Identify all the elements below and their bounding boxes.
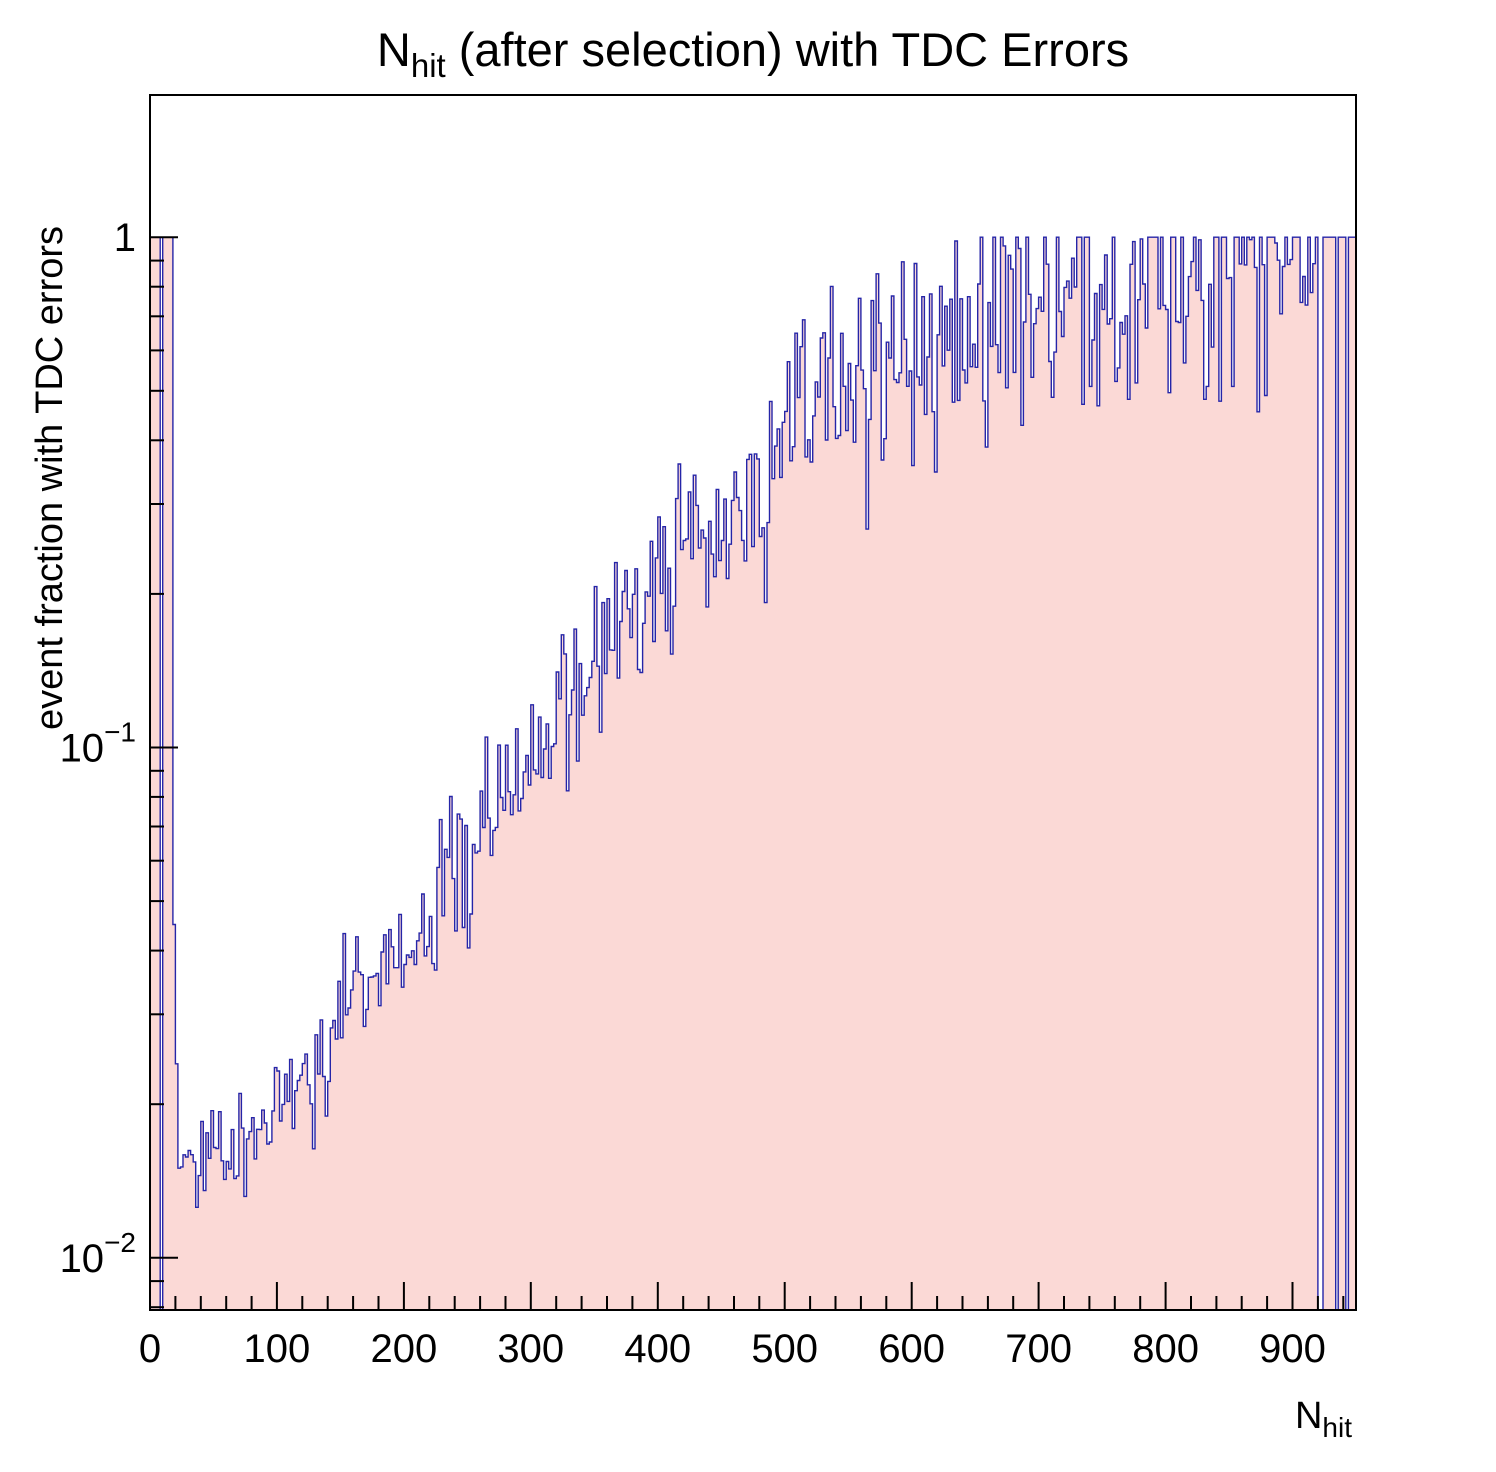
x-tick-label: 100 bbox=[244, 1327, 311, 1371]
x-tick-label: 300 bbox=[497, 1327, 564, 1371]
chart-title: Nhit (after selection) with TDC Errors bbox=[377, 23, 1129, 84]
y-tick-label: 10−1 bbox=[60, 717, 136, 771]
x-tick-label: 800 bbox=[1132, 1327, 1199, 1371]
x-axis-title: Nhit bbox=[1295, 1395, 1352, 1443]
y-tick-label: 10−2 bbox=[60, 1227, 136, 1281]
y-tick-label: 1 bbox=[114, 216, 136, 260]
x-tick-label: 200 bbox=[371, 1327, 438, 1371]
chart-title-subscript: hit bbox=[411, 47, 446, 84]
plot-frame bbox=[149, 94, 1357, 1311]
chart-title-prefix: N bbox=[377, 23, 411, 76]
x-tick-label: 600 bbox=[878, 1327, 945, 1371]
chart-title-suffix: (after selection) with TDC Errors bbox=[446, 23, 1129, 76]
x-tick-label: 700 bbox=[1005, 1327, 1072, 1371]
y-axis-title: event fraction with TDC errors bbox=[29, 226, 71, 730]
x-tick-label: 0 bbox=[139, 1327, 161, 1371]
x-tick-label: 500 bbox=[751, 1327, 818, 1371]
x-axis-title-subscript: hit bbox=[1322, 1412, 1352, 1443]
plot-area: 10−2 10−1 1 0 100 200 300 400 500 600 700 800 900 bbox=[60, 216, 1357, 1371]
x-tick-label: 900 bbox=[1259, 1327, 1326, 1371]
x-tick-label: 400 bbox=[624, 1327, 691, 1371]
x-axis-title-prefix: N bbox=[1295, 1395, 1322, 1437]
